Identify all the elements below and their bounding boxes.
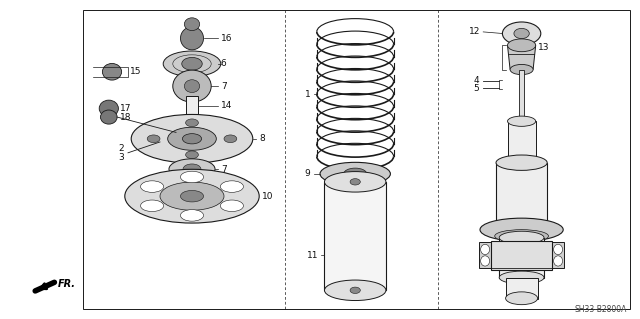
- Ellipse shape: [183, 164, 201, 174]
- Ellipse shape: [169, 159, 215, 179]
- Ellipse shape: [496, 222, 547, 237]
- Ellipse shape: [481, 256, 490, 266]
- Bar: [186, 96, 198, 115]
- Ellipse shape: [499, 271, 544, 284]
- Text: 18: 18: [120, 113, 132, 122]
- Ellipse shape: [508, 116, 536, 126]
- Ellipse shape: [168, 127, 216, 150]
- Text: 16: 16: [221, 34, 232, 43]
- Ellipse shape: [180, 210, 204, 221]
- Ellipse shape: [324, 280, 386, 300]
- Text: 9: 9: [305, 169, 310, 178]
- Ellipse shape: [224, 135, 237, 143]
- Bar: [519, 70, 524, 121]
- Text: 2: 2: [118, 144, 124, 153]
- Ellipse shape: [180, 27, 204, 50]
- Ellipse shape: [554, 244, 563, 255]
- Ellipse shape: [510, 64, 533, 75]
- Ellipse shape: [502, 22, 541, 45]
- Ellipse shape: [344, 168, 367, 180]
- Ellipse shape: [499, 231, 544, 244]
- Ellipse shape: [480, 218, 563, 241]
- Ellipse shape: [180, 171, 204, 183]
- Text: 11: 11: [307, 251, 318, 260]
- Bar: [506, 278, 538, 299]
- Ellipse shape: [160, 182, 224, 210]
- Ellipse shape: [147, 135, 160, 143]
- Ellipse shape: [99, 100, 118, 117]
- Ellipse shape: [125, 169, 259, 223]
- Text: SH33-B2800A: SH33-B2800A: [575, 305, 627, 314]
- Bar: [491, 241, 552, 270]
- Ellipse shape: [182, 57, 202, 70]
- Ellipse shape: [131, 115, 253, 163]
- Ellipse shape: [495, 230, 548, 242]
- Ellipse shape: [102, 63, 122, 80]
- Ellipse shape: [141, 181, 164, 192]
- Ellipse shape: [100, 110, 117, 124]
- Ellipse shape: [324, 172, 386, 192]
- Text: 17: 17: [120, 104, 132, 113]
- Ellipse shape: [141, 200, 164, 211]
- Text: 6: 6: [221, 59, 227, 68]
- Text: 1: 1: [305, 90, 310, 99]
- Text: 14: 14: [221, 101, 232, 110]
- Ellipse shape: [514, 28, 529, 39]
- Text: 5: 5: [474, 84, 479, 93]
- Text: FR.: FR.: [58, 279, 76, 289]
- Ellipse shape: [554, 256, 563, 266]
- Bar: [499, 238, 544, 278]
- Bar: [508, 121, 536, 163]
- Text: 7: 7: [221, 165, 227, 174]
- Bar: [324, 182, 386, 290]
- Ellipse shape: [173, 70, 211, 102]
- Ellipse shape: [184, 80, 200, 93]
- Ellipse shape: [220, 181, 243, 192]
- Ellipse shape: [508, 39, 536, 52]
- Ellipse shape: [506, 292, 538, 305]
- Ellipse shape: [350, 179, 360, 185]
- Text: 4: 4: [474, 76, 479, 85]
- Ellipse shape: [350, 287, 360, 293]
- Ellipse shape: [320, 162, 390, 185]
- Ellipse shape: [163, 51, 221, 77]
- Ellipse shape: [186, 119, 198, 127]
- Text: 12: 12: [468, 27, 480, 36]
- Bar: [552, 242, 564, 268]
- Ellipse shape: [481, 244, 490, 255]
- Text: 15: 15: [130, 67, 141, 76]
- Polygon shape: [508, 46, 536, 70]
- Ellipse shape: [186, 151, 198, 159]
- Ellipse shape: [496, 155, 547, 170]
- Text: 3: 3: [118, 153, 124, 162]
- Bar: [496, 163, 547, 230]
- Text: 7: 7: [221, 82, 227, 91]
- Text: 13: 13: [538, 43, 549, 52]
- Ellipse shape: [220, 200, 243, 211]
- Bar: [83, 10, 630, 309]
- Ellipse shape: [182, 134, 202, 144]
- Ellipse shape: [508, 158, 536, 168]
- Text: 10: 10: [262, 192, 274, 201]
- Bar: [479, 242, 491, 268]
- Ellipse shape: [180, 190, 204, 202]
- Ellipse shape: [184, 18, 200, 31]
- Text: 8: 8: [259, 134, 265, 143]
